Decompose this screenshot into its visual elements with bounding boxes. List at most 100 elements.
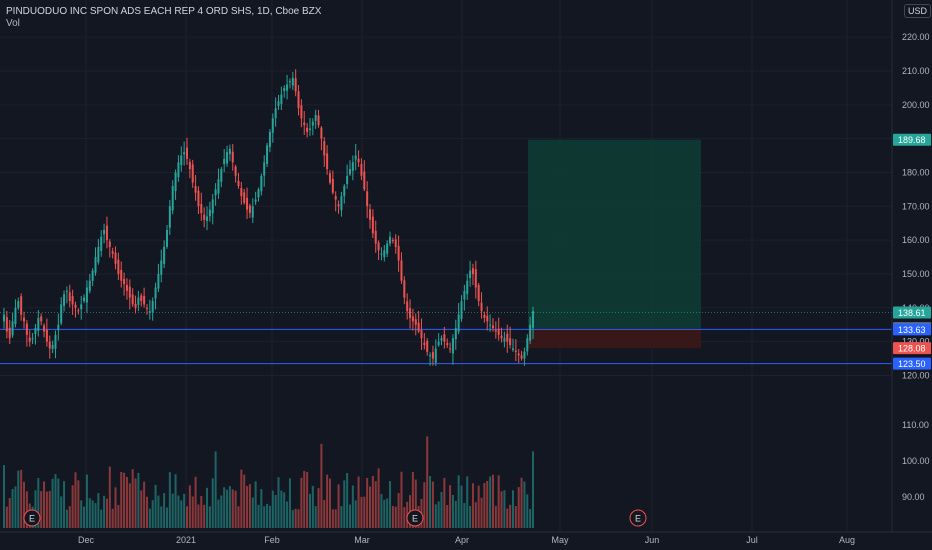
candle-body — [223, 158, 226, 165]
price-label-box — [893, 342, 931, 355]
volume-bar — [186, 506, 189, 528]
volume-bar — [271, 490, 274, 528]
earnings-marker[interactable]: E — [629, 509, 647, 527]
earnings-marker[interactable]: E — [23, 509, 41, 527]
candle-body — [331, 178, 334, 193]
volume-bar — [145, 496, 148, 528]
price-label-text: 133.63 — [898, 325, 926, 335]
volume-bar — [283, 492, 286, 528]
volume-bar — [366, 478, 369, 528]
candle-body — [460, 301, 463, 319]
candle-body — [103, 229, 106, 235]
candle-body — [291, 77, 294, 86]
volume-bar — [503, 490, 506, 528]
candle-body — [328, 173, 331, 183]
volume-bar — [500, 491, 503, 528]
volume-bar — [206, 487, 209, 528]
candle-body — [37, 317, 40, 331]
price-label-box — [893, 133, 931, 146]
volume-bar — [343, 480, 346, 528]
earnings-label: E — [635, 514, 641, 524]
candle-body — [20, 296, 23, 315]
candle-body — [51, 345, 54, 350]
volume-bar — [411, 471, 414, 528]
volume-bar — [91, 500, 94, 528]
volume-bar — [317, 488, 320, 528]
candle-body — [226, 152, 229, 164]
volume-bar — [494, 505, 497, 528]
candle-body — [220, 169, 223, 182]
candle-body — [157, 273, 160, 289]
volume-bar — [268, 505, 271, 528]
volume-bar — [263, 506, 266, 528]
volume-bar — [85, 474, 88, 528]
earnings-circle — [406, 509, 424, 527]
candle-body — [268, 131, 271, 148]
candle-body — [308, 128, 311, 130]
volume-bar — [40, 491, 43, 528]
candle-body — [128, 286, 131, 298]
candle-body — [343, 186, 346, 197]
candle-body — [68, 292, 71, 302]
volume-tick: 110.00 — [902, 420, 929, 430]
candle-body — [406, 301, 409, 312]
candle-body — [380, 253, 383, 255]
time-axis[interactable]: Dec 2021 Feb Mar Apr May Jun Jul Aug — [0, 531, 932, 545]
candle-body — [25, 323, 28, 335]
volume-bar — [340, 506, 343, 528]
candle-body — [114, 252, 117, 264]
volume-tick: 100.00 — [902, 456, 930, 466]
volume-bar — [463, 502, 466, 528]
volume-bar — [180, 500, 183, 528]
price-axis[interactable]: 120.00130.00140.00150.00160.00170.00180.… — [891, 0, 930, 532]
candle-body — [529, 324, 532, 341]
earnings-marker[interactable]: E — [406, 509, 424, 527]
price-label: 133.63 — [893, 323, 931, 336]
volume-bar — [17, 470, 20, 528]
volume-bar — [457, 475, 460, 528]
candles — [3, 69, 534, 366]
time-tick: Jun — [645, 535, 660, 545]
volume-bar — [57, 478, 60, 528]
candle-body — [5, 317, 8, 332]
volume-bar — [400, 471, 403, 528]
volume-bar — [308, 493, 311, 528]
volume-bar — [429, 476, 432, 528]
currency-badge[interactable]: USD — [904, 4, 932, 18]
volume-bar — [63, 481, 66, 528]
volume-bar — [226, 489, 229, 528]
candle-body — [85, 287, 88, 303]
volume-bar — [228, 486, 231, 528]
candle-body — [168, 206, 171, 228]
candle-body — [348, 169, 351, 175]
volume-bar — [360, 496, 363, 528]
time-tick: May — [551, 535, 569, 545]
volume-bar — [311, 485, 314, 528]
volume-bar — [454, 500, 457, 528]
price-tick: 200.00 — [902, 100, 930, 110]
volume-bar — [20, 469, 23, 528]
volume-bar — [466, 476, 469, 528]
candle-body — [311, 121, 314, 126]
candle-body — [174, 172, 177, 191]
volume-bar — [68, 506, 71, 528]
volume-label: Vol — [6, 18, 20, 29]
candle-body — [200, 204, 203, 214]
earnings-label: E — [412, 514, 418, 524]
volume-tick: 90.00 — [902, 492, 925, 502]
volume-bar — [314, 506, 317, 528]
volume-bar — [480, 497, 483, 528]
candle-body — [491, 325, 494, 329]
volume-bar — [423, 482, 426, 528]
candle-body — [160, 260, 163, 275]
volume-bar — [434, 504, 437, 528]
price-label: 128.08 — [893, 342, 931, 355]
candle-body — [74, 304, 77, 308]
volume-bar — [320, 443, 323, 528]
volume-bar — [323, 499, 326, 528]
candle-body — [57, 324, 60, 331]
time-tick: Aug — [839, 535, 855, 545]
